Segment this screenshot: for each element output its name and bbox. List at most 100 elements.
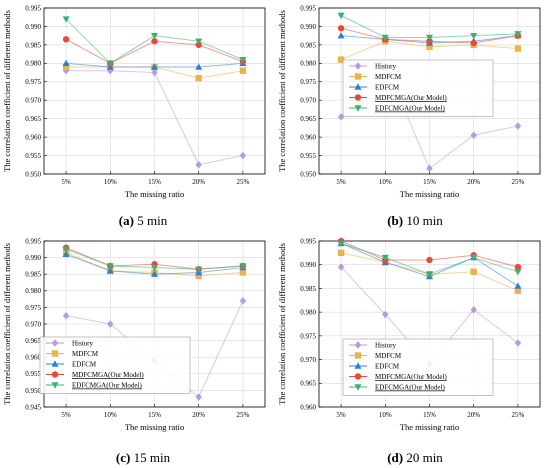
x-tick-label: 5% [61, 178, 71, 186]
data-point [62, 59, 70, 67]
y-tick-label: 0.980 [25, 287, 41, 295]
data-point [195, 160, 202, 169]
y-tick-label: 0.975 [300, 332, 316, 340]
data-point [514, 31, 522, 38]
data-point [337, 31, 345, 39]
data-point [337, 240, 345, 248]
legend-marker [51, 371, 59, 378]
y-tick-label: 0.975 [25, 304, 41, 312]
series-edfcm [62, 59, 247, 70]
series-edfcmga-our-model [62, 16, 247, 68]
legend-marker [354, 105, 362, 112]
series-edfcm [62, 250, 247, 277]
caption-text: 20 min [403, 450, 443, 465]
legend-label: MDFCMGA(Our Model) [375, 94, 447, 102]
y-tick-label: 0.965 [25, 115, 41, 123]
x-tick-label: 15% [423, 178, 436, 186]
chart-panel-b: 0.950 0.955 0.960 0.965 0.970 0.975 0.980 0.985… [277, 4, 541, 199]
x-axis: 5% 10% 15% 20% 25% [336, 171, 524, 186]
y-axis: 0.950 0.955 0.960 0.965 0.970 0.975 0.980 0.985… [25, 4, 47, 178]
y-tick-label: 0.990 [25, 23, 41, 31]
data-point [106, 267, 114, 274]
x-tick-label: 25% [236, 178, 249, 186]
data-point [470, 254, 478, 262]
x-axis: 5% 10% 15% 20% 25% [336, 404, 524, 419]
data-point [470, 268, 477, 276]
data-point [151, 63, 158, 70]
y-tick-label: 0.990 [25, 254, 41, 262]
y-tick-label: 0.985 [300, 285, 316, 293]
series-edfcmga-our-model [62, 246, 247, 273]
data-point [62, 36, 70, 43]
x-tick-label: 5% [336, 411, 346, 419]
caption-text: 5 min [133, 213, 168, 228]
y-tick-label: 0.955 [25, 152, 41, 160]
x-tick-label: 15% [148, 411, 161, 419]
data-point [337, 249, 345, 257]
y-tick-label: 0.955 [300, 152, 316, 160]
legend-marker [354, 62, 362, 70]
x-tick-label: 20% [192, 411, 205, 419]
data-point [382, 310, 389, 319]
data-point [514, 339, 522, 347]
legend-marker [354, 362, 362, 369]
data-point [337, 25, 345, 32]
legend-label: History [375, 342, 397, 350]
data-point [239, 296, 247, 305]
y-tick-label: 0.970 [25, 320, 41, 328]
y-tick-label: 0.970 [300, 97, 316, 105]
data-point [195, 63, 203, 70]
legend-label: MDFCM [72, 350, 99, 358]
data-point [470, 305, 477, 314]
y-tick-label: 0.995 [25, 237, 41, 245]
caption-label: (a) [118, 213, 134, 228]
x-tick-label: 10% [379, 411, 392, 419]
y-tick-label: 0.965 [300, 115, 316, 123]
data-point [514, 287, 522, 294]
x-tick-label: 25% [511, 178, 524, 186]
x-tick-label: 20% [192, 178, 205, 186]
legend-marker [51, 350, 59, 357]
data-point [195, 74, 202, 82]
data-point [381, 34, 389, 42]
data-point [239, 269, 247, 276]
legend-label: EDFCM [72, 361, 97, 369]
caption-text: 10 min [403, 213, 443, 228]
legend-label: EDFCMGA(Our Model) [375, 384, 445, 392]
y-axis-title: The correlation coefficient of different… [277, 10, 287, 172]
legend-marker [51, 360, 59, 367]
caption-text: 15 min [130, 450, 171, 465]
series-mdfcmga-our-model [337, 237, 522, 271]
data-point [514, 263, 522, 271]
y-tick-label: 0.990 [300, 23, 316, 31]
y-tick-label: 0.980 [300, 309, 316, 317]
x-axis-title: The missing ratio [400, 189, 460, 199]
x-axis-title: The missing ratio [125, 189, 185, 199]
data-point [151, 270, 158, 277]
legend-marker [51, 382, 59, 389]
legend-box [342, 59, 494, 117]
y-axis: 0.950 0.955 0.960 0.965 0.970 0.975 0.980 0.985… [300, 4, 322, 178]
data-point [426, 256, 433, 264]
y-tick-label: 0.985 [25, 41, 41, 49]
y-axis: 0.960 0.965 0.970 0.975 0.980 0.985 0.990 0.995 [300, 237, 322, 411]
x-tick-label: 25% [511, 411, 524, 419]
data-point [514, 45, 522, 52]
y-tick-label: 0.985 [300, 41, 316, 49]
series-edfcmga-our-model [337, 240, 522, 278]
x-axis: 5% 10% 15% 20% 25% [61, 171, 249, 186]
chart-panel-c: 0.945 0.950 0.955 0.960 0.965 0.970 0.975 0.980… [2, 237, 266, 432]
data-point [470, 39, 477, 47]
data-point [195, 38, 203, 45]
y-tick-label: 0.960 [25, 354, 41, 362]
x-tick-label: 10% [104, 178, 117, 186]
legend-marker [354, 94, 362, 101]
data-point [337, 12, 345, 20]
legend: History MDFCM EDFCM MDFCMGA(Our Model) EDFCM… [39, 336, 191, 394]
y-axis-title: The correlation coefficient of different… [2, 10, 12, 172]
x-tick-label: 5% [61, 411, 71, 419]
data-point [106, 60, 114, 68]
legend-label: MDFCM [375, 352, 402, 360]
data-point [151, 38, 158, 45]
legend-marker [354, 352, 362, 359]
